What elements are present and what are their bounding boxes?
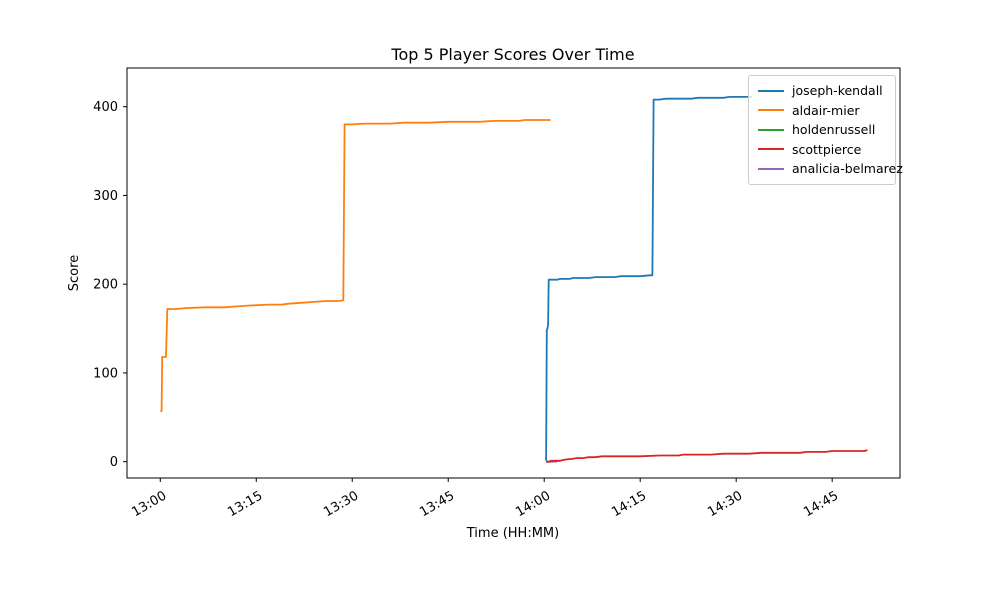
- series-line-joseph-kendall: [545, 96, 753, 461]
- legend-label: holdenrussell: [792, 122, 876, 138]
- legend-item-aldair-mier: aldair-mier: [758, 101, 887, 121]
- y-axis-label: Score: [67, 255, 82, 291]
- legend-line-swatch: [758, 109, 784, 112]
- series-line-aldair-mier: [160, 119, 551, 413]
- legend-label: aldair-mier: [792, 102, 860, 118]
- legend-item-scottpierce: scottpierce: [758, 140, 887, 160]
- x-tick-label: 14:45: [801, 488, 841, 520]
- series-line-scottpierce: [546, 449, 868, 463]
- legend-item-analicia-belmarez: analicia-belmarez: [758, 159, 903, 179]
- legend-item-holdenrussell: holdenrussell: [758, 120, 887, 140]
- x-tick-label: 14:30: [705, 488, 745, 520]
- legend-line-swatch: [758, 89, 784, 92]
- x-tick-label: 13:00: [129, 488, 169, 520]
- legend-line-swatch: [758, 148, 784, 151]
- x-tick-label: 13:30: [321, 488, 361, 520]
- y-tick-label: 0: [110, 455, 118, 470]
- x-axis-label: Time (HH:MM): [466, 526, 559, 541]
- plot-spines: [126, 67, 901, 479]
- legend-line-swatch: [758, 128, 784, 131]
- legend-line-swatch: [758, 167, 784, 170]
- legend-label: scottpierce: [792, 141, 862, 157]
- y-tick-label: 100: [93, 366, 118, 381]
- x-tick-label: 14:00: [513, 488, 553, 520]
- legend-label: analicia-belmarez: [792, 161, 903, 177]
- y-tick-label: 400: [93, 100, 118, 115]
- legend-item-joseph-kendall: joseph-kendall: [758, 81, 887, 101]
- y-tick-label: 300: [93, 189, 118, 204]
- legend: joseph-kendall aldair-mier holdenrussell sc…: [748, 75, 903, 185]
- series-layer: [160, 96, 868, 463]
- chart-title: Top 5 Player Scores Over Time: [390, 45, 634, 64]
- x-tick-label: 13:15: [225, 488, 265, 520]
- x-tick-label: 14:15: [609, 488, 649, 520]
- x-tick-label: 13:45: [417, 488, 457, 520]
- legend-label: joseph-kendall: [792, 83, 883, 99]
- y-tick-label: 200: [93, 278, 118, 293]
